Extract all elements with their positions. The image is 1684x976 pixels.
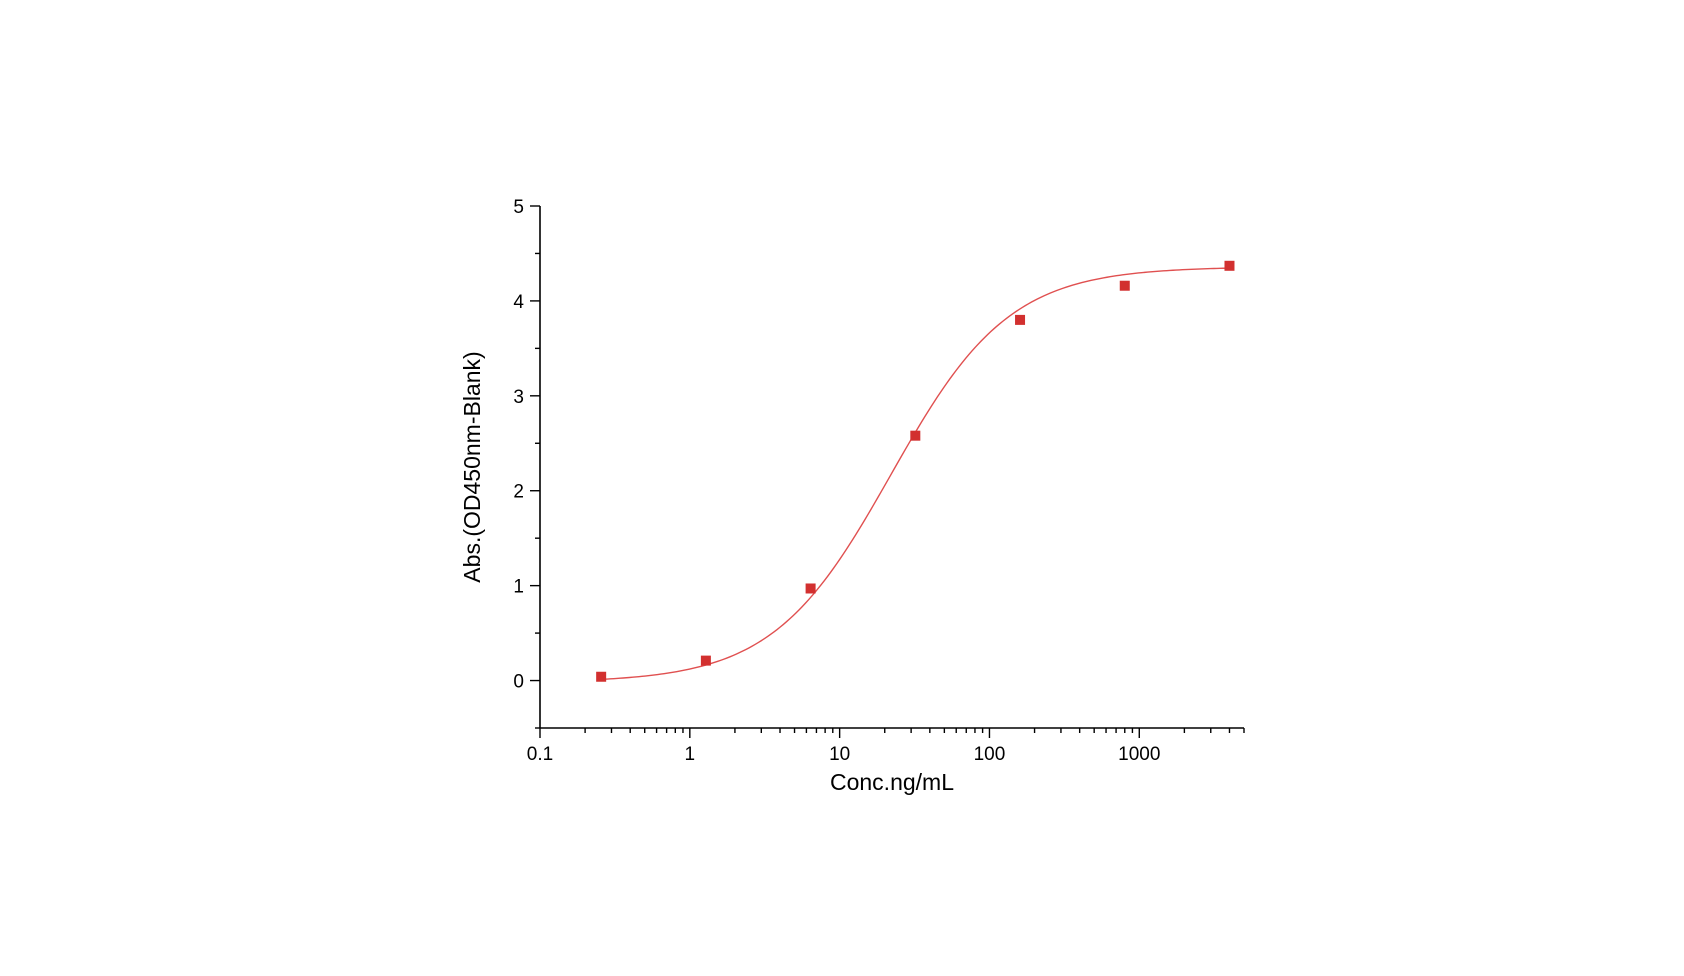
y-tick-label: 0 bbox=[513, 672, 524, 693]
y-tick-label: 3 bbox=[513, 387, 524, 408]
fit-curve bbox=[601, 267, 1230, 681]
y-ticks: 0 1 2 3 4 5 bbox=[513, 197, 540, 729]
data-point-marker bbox=[1015, 314, 1026, 325]
x-tick-label: 1 bbox=[685, 744, 696, 765]
data-point-marker bbox=[910, 430, 921, 441]
data-point-marker bbox=[596, 671, 607, 682]
data-point-marker bbox=[805, 583, 816, 594]
data-point-marker bbox=[1119, 280, 1130, 291]
fit-curve-group bbox=[601, 267, 1230, 681]
y-tick-label: 2 bbox=[513, 482, 524, 503]
x-tick-label: 10 bbox=[829, 744, 850, 765]
x-tick-label: 1000 bbox=[1118, 744, 1160, 765]
axes bbox=[539, 206, 1244, 729]
data-point-marker bbox=[1224, 260, 1235, 271]
x-tick-label: 100 bbox=[974, 744, 1006, 765]
y-axis-title: Abs.(OD450nm-Blank) bbox=[459, 351, 485, 582]
data-point-marker bbox=[700, 655, 711, 666]
y-tick-label: 1 bbox=[513, 577, 524, 598]
x-axis-title: Conc.ng/mL bbox=[830, 769, 954, 795]
y-tick-label: 4 bbox=[513, 292, 524, 313]
y-tick-label: 5 bbox=[513, 197, 524, 218]
x-ticks: 0.1 1 10 100 1000 bbox=[527, 728, 1245, 765]
data-points bbox=[596, 260, 1235, 682]
x-tick-label: 0.1 bbox=[527, 744, 553, 765]
